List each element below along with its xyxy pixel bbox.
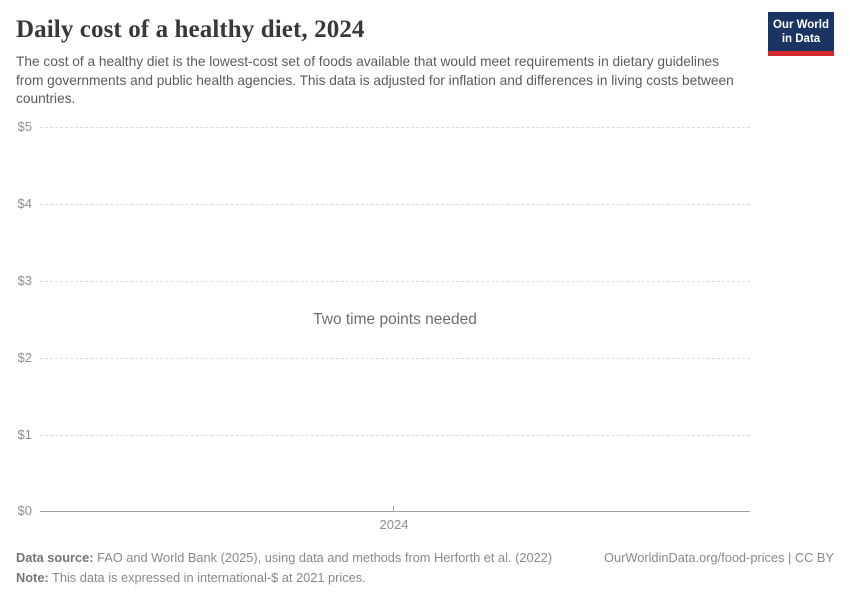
gridline-3: [40, 281, 750, 282]
license-link[interactable]: OurWorldinData.org/food-prices | CC BY: [604, 550, 834, 565]
gridline-2: [40, 358, 750, 359]
owid-logo-line2: in Data: [781, 33, 821, 45]
y-tick-label-1: $1: [17, 427, 32, 442]
y-tick-label-2: $2: [17, 350, 32, 365]
data-source-line: Data source: FAO and World Bank (2025), …: [16, 548, 552, 568]
y-tick-label-5: $5: [17, 119, 32, 134]
empty-state-message: Two time points needed: [313, 311, 477, 328]
data-source-label: Data source:: [16, 550, 94, 565]
gridline-5: [40, 127, 750, 128]
footer-row-source: Data source: FAO and World Bank (2025), …: [16, 548, 834, 568]
x-tick-mark: [393, 506, 394, 511]
owid-logo[interactable]: Our World in Data: [768, 12, 834, 56]
x-tick-label-2024: 2024: [379, 517, 409, 532]
owid-logo-line1: Our World: [772, 19, 829, 31]
chart-footer: Data source: FAO and World Bank (2025), …: [16, 548, 834, 588]
footer-row-note: Note: This data is expressed in internat…: [16, 568, 834, 588]
chart-title: Daily cost of a healthy diet, 2024: [16, 16, 365, 43]
gridline-4: [40, 204, 750, 205]
note-text: This data is expressed in international-…: [48, 570, 366, 585]
x-axis-line: [40, 511, 750, 512]
y-tick-label-3: $3: [17, 273, 32, 288]
data-source-text: FAO and World Bank (2025), using data an…: [93, 550, 553, 565]
chart-subtitle: The cost of a healthy diet is the lowest…: [16, 54, 734, 106]
y-tick-label-4: $4: [17, 196, 32, 211]
gridline-1: [40, 435, 750, 436]
owid-logo-redbar: [768, 51, 834, 56]
note-label: Note:: [16, 570, 49, 585]
owid-logo-box: Our World in Data: [768, 12, 834, 51]
y-tick-label-0: $0: [17, 503, 32, 518]
